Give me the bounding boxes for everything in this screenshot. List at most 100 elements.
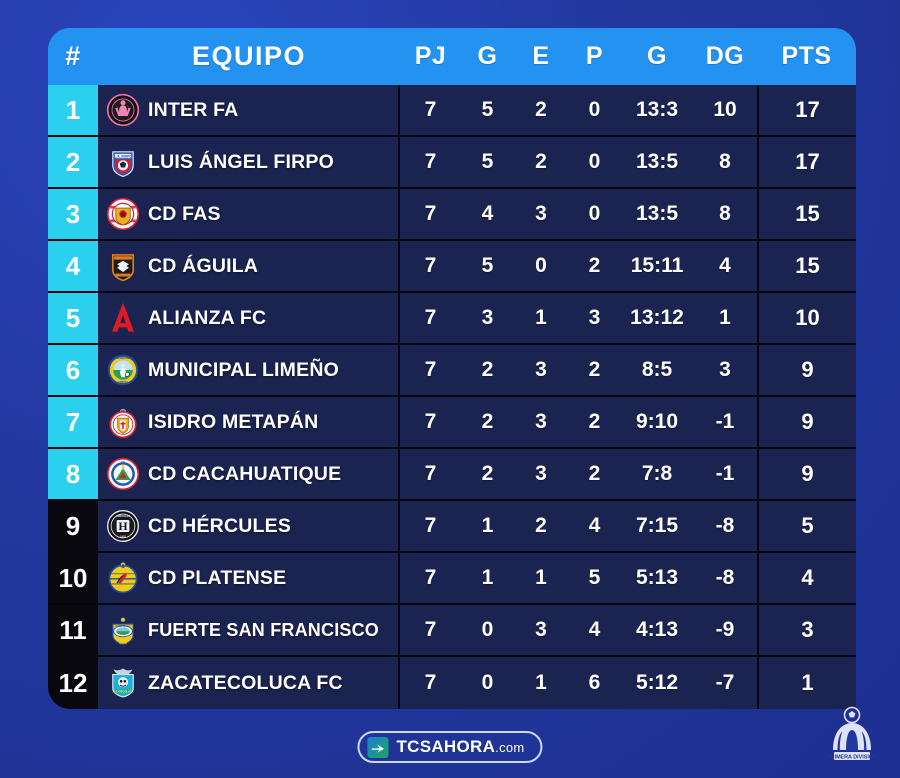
points-cell: 9: [757, 345, 856, 395]
goal-diff-cell: -8: [715, 566, 735, 589]
alianza-fc-crest: [106, 301, 140, 335]
table-row[interactable]: 3 CD FAS 7 4 3 0 13:5 8 15: [48, 189, 856, 241]
losses-cell: 6: [588, 671, 601, 694]
goals-cell: 13:12: [630, 306, 684, 329]
team-cell[interactable]: FUERTE S.F. FUERTE SAN FRANCISCO: [98, 605, 400, 655]
team-name: INTER FA: [148, 98, 239, 121]
team-cell[interactable]: ISIDRO METAPÁN: [98, 397, 400, 447]
svg-text:HÉRCULES: HÉRCULES: [116, 513, 130, 518]
losses-cell: 4: [588, 618, 601, 641]
losses-cell: 0: [588, 98, 601, 121]
draws-cell: 3: [535, 358, 547, 381]
losses-cell: 0: [588, 202, 601, 225]
team-cell[interactable]: L.A. FIRPO LUIS ÁNGEL FIRPO: [98, 137, 400, 187]
stats-group: 7 5 2 0 13:5 8: [400, 137, 757, 187]
wins-cell: 0: [481, 618, 494, 641]
table-row[interactable]: 11 FUERTE S.F. FUERTE SAN FRANCISCO 7 0 …: [48, 605, 856, 657]
goals-cell: 7:8: [641, 462, 673, 485]
stats-group: 7 2 3 2 9:10 -1: [400, 397, 757, 447]
points-cell: 1: [757, 657, 856, 709]
team-cell[interactable]: INTER FA: [98, 85, 400, 135]
tcsahora-badge[interactable]: TCSAHORA.com: [357, 731, 543, 763]
municipal-limeno-crest: MUNICIPAL LIMEÑO: [106, 353, 140, 387]
rank-cell: 2: [48, 137, 98, 187]
table-row[interactable]: 9 H HÉRCULES 1932 CD HÉRCULES 7 1 2 4 7:…: [48, 501, 856, 553]
stats-group: 7 1 2 4 7:15 -8: [400, 501, 757, 551]
wins-cell: 3: [481, 306, 494, 329]
played-cell: 7: [424, 462, 437, 485]
table-row[interactable]: 8 CD CD CACAHUATIQUE 7 2 3 2 7:8 -1 9: [48, 449, 856, 501]
wins-cell: 2: [481, 462, 494, 485]
rank-cell: 11: [48, 605, 98, 655]
played-cell: 7: [424, 514, 437, 537]
rank-cell: 9: [48, 501, 98, 551]
column-header-goaldiff: DG: [705, 42, 745, 70]
goals-cell: 13:5: [635, 150, 679, 173]
team-cell[interactable]: ZACATECOLUCA ZACATECOLUCA FC: [98, 657, 400, 709]
table-row[interactable]: 4 CD ÁGUILA 7 5 0 2 15:11 4 15: [48, 241, 856, 293]
column-header-rank: #: [65, 41, 81, 71]
played-cell: 7: [424, 98, 437, 121]
goal-diff-cell: 8: [719, 202, 731, 225]
table-row[interactable]: 10 CD PLATENSE 7 1 1 5 5:13 -8 4: [48, 553, 856, 605]
team-cell[interactable]: H HÉRCULES 1932 CD HÉRCULES: [98, 501, 400, 551]
team-cell[interactable]: CD ÁGUILA: [98, 241, 400, 291]
points-cell: 17: [757, 85, 856, 135]
goal-diff-cell: 1: [719, 306, 731, 329]
svg-text:ZACATECOLUCA: ZACATECOLUCA: [112, 689, 133, 693]
column-header-points: PTS: [781, 42, 832, 70]
played-cell: 7: [424, 150, 437, 173]
svg-text:1932: 1932: [120, 535, 126, 539]
team-cell[interactable]: CD CD CACAHUATIQUE: [98, 449, 400, 499]
rank-cell: 12: [48, 657, 98, 709]
draws-cell: 2: [535, 514, 547, 537]
table-row[interactable]: 5 ALIANZA FC 7 3 1 3 13:12 1 10: [48, 293, 856, 345]
column-header-goals: G: [647, 42, 667, 70]
table-row[interactable]: 6 MUNICIPAL LIMEÑO MUNICIPAL LIMEÑO 7 2 …: [48, 345, 856, 397]
table-body: 1 INTER FA 7 5 2 0 13:3 10 17 2 L.A. FI: [48, 85, 856, 709]
played-cell: 7: [424, 254, 437, 277]
team-name: CD HÉRCULES: [148, 514, 292, 537]
svg-text:CD: CD: [121, 460, 125, 464]
goals-cell: 5:12: [635, 671, 679, 694]
table-row[interactable]: 12 ZACATECOLUCA ZACATECOLUCA FC 7 0 1 6 …: [48, 657, 856, 709]
primera-division-logo: PRIMERA DIVISIÓN: [826, 706, 878, 764]
table-row[interactable]: 2 L.A. FIRPO LUIS ÁNGEL FIRPO 7 5 2 0 13…: [48, 137, 856, 189]
cd-fas-crest: [106, 197, 140, 231]
wins-cell: 1: [481, 566, 494, 589]
draws-cell: 1: [535, 671, 547, 694]
losses-cell: 3: [588, 306, 601, 329]
svg-text:MUNICIPAL: MUNICIPAL: [116, 356, 130, 360]
rank-cell: 1: [48, 85, 98, 135]
goals-cell: 7:15: [635, 514, 679, 537]
goal-diff-cell: -1: [715, 462, 735, 485]
table-row[interactable]: 7 ISIDRO METAPÁN 7 2 3 2 9:10 -1 9: [48, 397, 856, 449]
played-cell: 7: [424, 202, 437, 225]
wins-cell: 0: [481, 671, 494, 694]
stats-group: 7 2 3 2 8:5 3: [400, 345, 757, 395]
goals-cell: 8:5: [641, 358, 673, 381]
rank-cell: 7: [48, 397, 98, 447]
wins-cell: 1: [481, 514, 494, 537]
points-cell: 17: [757, 137, 856, 187]
rank-cell: 3: [48, 189, 98, 239]
team-cell[interactable]: CD PLATENSE: [98, 553, 400, 603]
team-cell[interactable]: MUNICIPAL LIMEÑO MUNICIPAL LIMEÑO: [98, 345, 400, 395]
goal-diff-cell: 8: [719, 150, 731, 173]
goals-cell: 9:10: [635, 410, 679, 433]
stats-group: 7 0 1 6 5:12 -7: [400, 657, 757, 709]
stats-group: 7 3 1 3 13:12 1: [400, 293, 757, 343]
team-cell[interactable]: CD FAS: [98, 189, 400, 239]
played-cell: 7: [424, 671, 437, 694]
draws-cell: 2: [535, 98, 547, 121]
rank-cell: 4: [48, 241, 98, 291]
team-cell[interactable]: ALIANZA FC: [98, 293, 400, 343]
points-cell: 15: [757, 189, 856, 239]
table-header-row: # EQUIPO PJ G E P G DG PTS: [48, 28, 856, 85]
rank-cell: 10: [48, 553, 98, 603]
team-name: FUERTE SAN FRANCISCO: [148, 619, 380, 640]
goals-cell: 15:11: [630, 254, 684, 277]
losses-cell: 2: [588, 462, 601, 485]
table-row[interactable]: 1 INTER FA 7 5 2 0 13:3 10 17: [48, 85, 856, 137]
stats-group: 7 4 3 0 13:5 8: [400, 189, 757, 239]
